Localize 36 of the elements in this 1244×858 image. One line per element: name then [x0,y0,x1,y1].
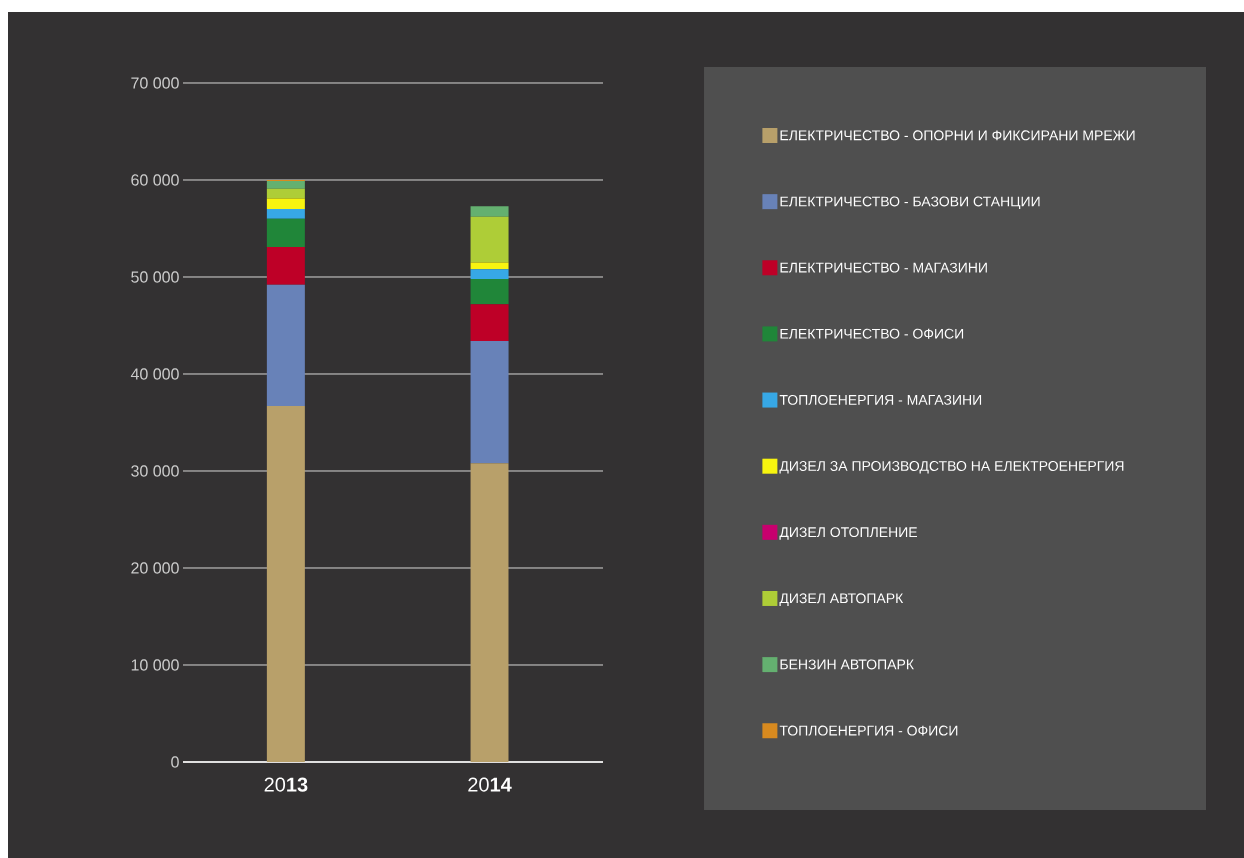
bar [266,406,305,762]
legend-label: ДИЗЕЛ ОТОПЛЕНИЕ [779,527,917,540]
bar [470,262,509,270]
legend-label: ТОПЛОЕНЕРГИЯ - МАГАЗИНИ [779,394,982,405]
bar [266,284,305,406]
y-tick-label: 50 000 [131,271,179,283]
legend-label: ТОПЛОЕНЕРГИЯ - ОФИСИ [779,725,958,736]
x-tick-label: 2014 [468,777,512,792]
y-tick-label: 60 000 [131,174,179,186]
bar [266,180,305,189]
bar [470,304,509,342]
bar [266,218,305,247]
y-tick-label: 70 000 [131,77,179,89]
bar [470,341,509,464]
bar [266,198,305,210]
legend-label: ЕЛЕКТРИЧЕСТВО - ОПОРНИ И ФИКСИРАНИ МРЕЖИ [780,130,1135,141]
y-tick-label: 10 000 [131,659,179,671]
legend-label: ДИЗЕЛ АВТОПАРК [779,593,904,606]
bar [470,463,509,762]
y-tick-label: 20 000 [131,562,179,574]
x-tick-label: 2013 [264,777,308,792]
legend-label: ДИЗЕЛ ЗА ПРОИЗВОДСТВО НА ЕЛЕКТРОЕНЕРГИЯ [779,461,1124,474]
bar [266,209,305,219]
y-tick-label: 30 000 [131,465,179,477]
legend-label: ЕЛЕКТРИЧЕСТВО - ОФИСИ [780,328,964,339]
y-tick-label: 0 [171,756,179,768]
bar [266,188,305,199]
legend-label: ЕЛЕКТРИЧЕСТВО - БАЗОВИ СТАНЦИИ [780,196,1040,210]
legend-label: БЕНЗИН АВТОПАРК [780,659,914,670]
bar [470,206,509,217]
y-tick-label: 40 000 [130,368,179,380]
bar [470,269,509,279]
bar [470,278,509,305]
legend-label: ЕЛЕКТРИЧЕСТВО - МАГАЗИНИ [780,262,987,273]
bar [470,216,509,263]
bar [266,246,305,285]
